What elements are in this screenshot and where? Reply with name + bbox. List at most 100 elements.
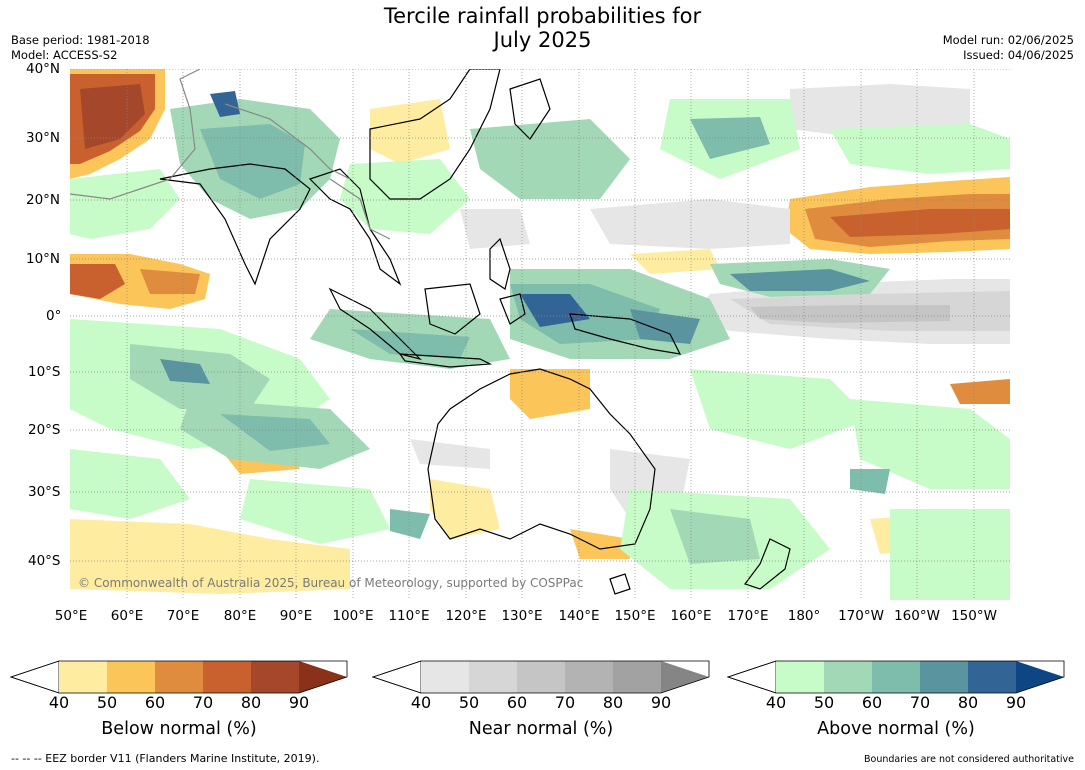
above-patch-southeast-pacific xyxy=(890,509,1010,600)
lon-label-170e: 170°E xyxy=(727,608,769,624)
near-cb-bin-50-60 xyxy=(469,661,517,693)
below-patch-arabian-mid xyxy=(140,269,200,294)
lon-label-160e: 160°E xyxy=(670,608,712,624)
rainfall-probability-map[interactable]: © Commonwealth of Australia 2025, Bureau… xyxy=(70,69,1010,600)
lon-label-170w: 170°W xyxy=(838,608,884,624)
near-cb-bin-70-80 xyxy=(565,661,613,693)
india-coastline xyxy=(159,163,311,286)
above-patch-bay-of-bengal xyxy=(340,159,470,234)
below-patch-china xyxy=(370,99,450,164)
near-cb-tick: 50 xyxy=(458,693,480,712)
near-cb-bin-40-50 xyxy=(421,661,469,693)
lat-label-10n: 10°N xyxy=(26,251,61,267)
japan-coastline xyxy=(509,78,551,140)
lat-label-30n: 30°N xyxy=(26,130,61,146)
above-patch-northeast-pacific xyxy=(830,124,1010,174)
near-cb-tick: 40 xyxy=(410,693,432,712)
lon-label-150e: 150°E xyxy=(614,608,656,624)
graticule xyxy=(70,69,1010,600)
model-name: Model: ACCESS-S2 xyxy=(11,48,118,62)
philippines-coastline xyxy=(489,237,511,290)
lat-label-10s: 10°S xyxy=(28,364,61,380)
below-cb-tick: 50 xyxy=(96,693,118,712)
above-cb-tick: 70 xyxy=(909,693,931,712)
above-patch-fiji xyxy=(850,469,890,494)
indochina-coastline xyxy=(308,168,402,286)
sulawesi-coastline xyxy=(499,293,526,325)
below-cb-tick: 80 xyxy=(240,693,262,712)
near-patch-west-pacific xyxy=(590,199,790,249)
near-cb-tick: 60 xyxy=(506,693,528,712)
tasmania-coastline xyxy=(609,573,631,595)
issue-info: Model run: 02/06/2025 Issued: 04/06/2025 xyxy=(943,33,1074,63)
lon-label-50e: 50°E xyxy=(54,608,88,624)
above-cb-high-arrow xyxy=(1016,661,1064,693)
above-cb-bin-50-60 xyxy=(824,661,872,693)
above-patch-east-china xyxy=(470,119,630,199)
above-cb-bin-70-80 xyxy=(920,661,968,693)
near-cb-low-arrow xyxy=(372,660,422,694)
lon-label-150w: 150°W xyxy=(951,608,997,624)
below-cb-bin-40-50 xyxy=(59,661,107,693)
lon-label-160w: 160°W xyxy=(894,608,940,624)
near-cb-tick: 80 xyxy=(602,693,624,712)
above-patch-png xyxy=(630,309,700,344)
below-patch-east-australia xyxy=(570,529,630,559)
above-normal-patches xyxy=(70,91,1010,600)
near-cb-bin-60-70 xyxy=(517,661,565,693)
above-cb-bin-60-70 xyxy=(872,661,920,693)
above-cb-bin-80-90 xyxy=(968,661,1016,693)
lat-label-40n: 40°N xyxy=(26,61,61,77)
near-cb-outline xyxy=(372,660,710,694)
above-patch-south-indian-mid xyxy=(220,414,330,451)
colorbar-above-normal xyxy=(727,660,1065,694)
model-run-date: Model run: 02/06/2025 xyxy=(942,33,1074,47)
below-cb-low-arrow xyxy=(10,660,60,694)
below-patch-south-australia xyxy=(430,479,500,539)
lon-label-90e: 90°E xyxy=(279,608,313,624)
boundaries-disclaimer: Boundaries are not considered authoritat… xyxy=(864,754,1074,765)
model-info: Base period: 1981-2018 Model: ACCESS-S2 xyxy=(11,33,150,63)
below-normal-patches xyxy=(70,69,1010,594)
near-cb-bin-80-90 xyxy=(613,661,661,693)
below-patch-west-pacific xyxy=(630,249,720,274)
borneo-coastline xyxy=(424,283,481,335)
title-line-1: Tercile rainfall probabilities for xyxy=(383,4,702,28)
below-cb-high-arrow xyxy=(299,661,347,693)
border-west xyxy=(70,69,201,200)
below-patch-southern-indian xyxy=(70,519,350,594)
lat-label-20s: 20°S xyxy=(28,422,61,438)
map-canvas xyxy=(70,69,1010,600)
above-patch-southwest-australia xyxy=(390,509,430,539)
china-coastline xyxy=(369,69,501,200)
new-guinea-coastline xyxy=(569,313,682,355)
below-cb-bin-80-90 xyxy=(251,661,299,693)
above-cb-bin-40-50 xyxy=(776,661,824,693)
below-patch-iran xyxy=(80,84,145,149)
above-patch-sulawesi xyxy=(520,294,590,327)
near-patch-north-pacific xyxy=(790,84,970,139)
above-normal-title: Above normal (%) xyxy=(817,719,975,739)
above-cb-tick: 80 xyxy=(957,693,979,712)
above-patch-arabia xyxy=(70,169,180,239)
near-patch-indochina xyxy=(460,209,530,249)
above-patch-india-mid xyxy=(200,124,305,199)
below-cb-bin-70-80 xyxy=(203,661,251,693)
above-cb-tick: 50 xyxy=(813,693,835,712)
lon-label-70e: 70°E xyxy=(166,608,200,624)
lon-label-120e: 120°E xyxy=(445,608,487,624)
below-normal-title: Below normal (%) xyxy=(101,719,257,739)
above-patch-south-pacific xyxy=(850,399,1010,489)
above-patch-java-mid xyxy=(350,329,470,359)
above-patch-southwest-pacific xyxy=(690,369,870,449)
above-cb-tick: 40 xyxy=(765,693,787,712)
lat-label-40s: 40°S xyxy=(28,553,61,569)
lon-label-100e: 100°E xyxy=(332,608,374,624)
below-patch-north-australia xyxy=(510,369,590,419)
above-patch-equatorial-north-core xyxy=(730,269,870,291)
country-borders xyxy=(70,69,391,240)
near-cb-tick: 90 xyxy=(650,693,672,712)
lon-label-60e: 60°E xyxy=(110,608,144,624)
near-patch-equatorial-core xyxy=(750,305,950,323)
lon-label-130e: 130°E xyxy=(501,608,543,624)
